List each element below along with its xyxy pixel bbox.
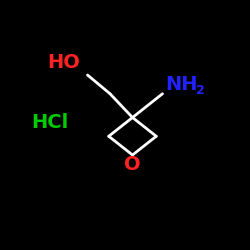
Text: NH: NH xyxy=(165,76,198,94)
Text: 2: 2 xyxy=(196,84,205,96)
Text: O: O xyxy=(124,156,141,174)
Text: HCl: HCl xyxy=(32,113,68,132)
Text: HO: HO xyxy=(47,53,80,72)
